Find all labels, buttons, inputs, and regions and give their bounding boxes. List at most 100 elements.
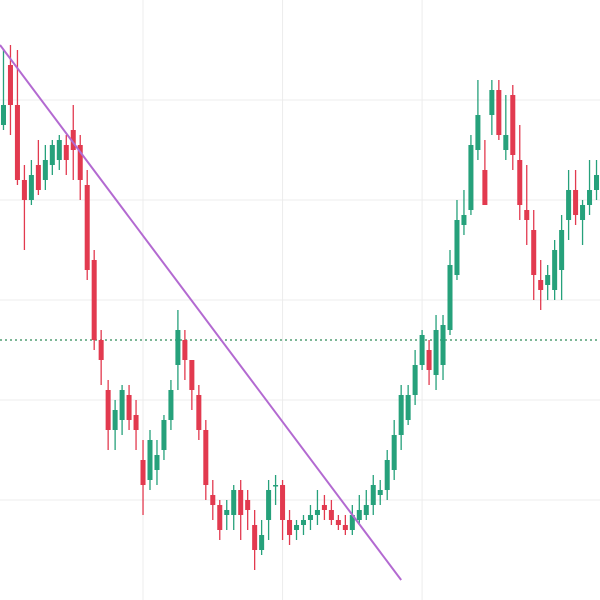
candle (182, 330, 188, 380)
candle (517, 125, 523, 220)
candle-body (21, 180, 27, 200)
candle-body (475, 115, 481, 150)
candle (287, 510, 293, 545)
candle (294, 520, 300, 540)
candle (356, 495, 362, 525)
candle (552, 240, 558, 300)
candle (440, 315, 446, 380)
candle (475, 80, 481, 160)
candle-body (531, 230, 537, 275)
candle (0, 50, 6, 130)
candle (35, 140, 41, 195)
candle (370, 475, 376, 515)
candle (489, 80, 495, 135)
candle (482, 140, 488, 205)
candle (405, 385, 411, 425)
candle-body (112, 410, 118, 430)
candle-body (587, 190, 593, 205)
candle (154, 440, 160, 485)
candle-body (56, 140, 62, 160)
trendline (0, 44, 402, 581)
candle-body (91, 260, 97, 340)
candle-body (182, 340, 188, 360)
candle-body (203, 430, 209, 485)
candle-body (559, 230, 565, 270)
candle (342, 515, 348, 535)
candle (545, 265, 551, 300)
candle-body (140, 460, 146, 485)
candle (566, 170, 572, 240)
candle (461, 190, 467, 235)
candle-body (119, 390, 125, 420)
candle-body (77, 145, 83, 180)
candle (377, 480, 383, 505)
candle (391, 420, 397, 480)
candle (510, 85, 516, 170)
candle (42, 145, 48, 190)
candle (447, 250, 453, 335)
candle-body (231, 490, 237, 515)
candle-body (517, 160, 523, 205)
candle (398, 385, 404, 450)
candle (587, 160, 593, 215)
candle (300, 515, 306, 535)
candle (307, 505, 313, 530)
candle (28, 160, 34, 205)
candle (259, 520, 265, 555)
candle-body (370, 485, 376, 505)
candle (196, 385, 202, 440)
candle (112, 400, 118, 450)
candle-body (42, 160, 48, 180)
candle (363, 490, 369, 520)
candle (426, 340, 432, 385)
candle-body (524, 210, 530, 220)
candle (105, 380, 111, 450)
candle-body (363, 505, 369, 515)
candle (21, 165, 27, 250)
candle (210, 480, 216, 520)
candle (49, 140, 55, 175)
candle (454, 200, 460, 280)
candle-body (454, 220, 460, 275)
candle-body (405, 395, 411, 420)
candle (63, 135, 69, 175)
candle-body (412, 365, 418, 395)
candle (266, 480, 272, 540)
candle-body (189, 360, 195, 390)
candle-body (294, 525, 300, 530)
candle (133, 400, 139, 450)
candle-body (580, 205, 586, 220)
candle (56, 135, 62, 170)
candles (0, 45, 600, 570)
candle-body (266, 490, 272, 520)
candle-body (280, 485, 286, 520)
candle-body (426, 350, 432, 370)
candle-body (482, 170, 488, 205)
candle-body (538, 280, 544, 290)
candle-body (217, 505, 223, 530)
candle-body (133, 415, 139, 430)
candle-body (105, 390, 111, 430)
candle-body (496, 90, 502, 135)
candle (468, 135, 474, 215)
candle-body (356, 510, 362, 520)
candle (203, 420, 209, 500)
candle (328, 500, 334, 525)
candle (412, 350, 418, 405)
candle-body (573, 190, 579, 215)
candle-body (342, 525, 348, 530)
candle (433, 315, 439, 390)
candle (538, 260, 544, 310)
candle (349, 505, 355, 535)
candle (140, 440, 146, 515)
candle (119, 385, 125, 435)
candle (126, 385, 132, 430)
candle (161, 415, 167, 460)
candle-body (126, 395, 132, 420)
candle (245, 490, 251, 530)
candle-body (552, 250, 558, 290)
candle (580, 200, 586, 245)
candle-body (391, 435, 397, 470)
candle-body (224, 510, 230, 515)
